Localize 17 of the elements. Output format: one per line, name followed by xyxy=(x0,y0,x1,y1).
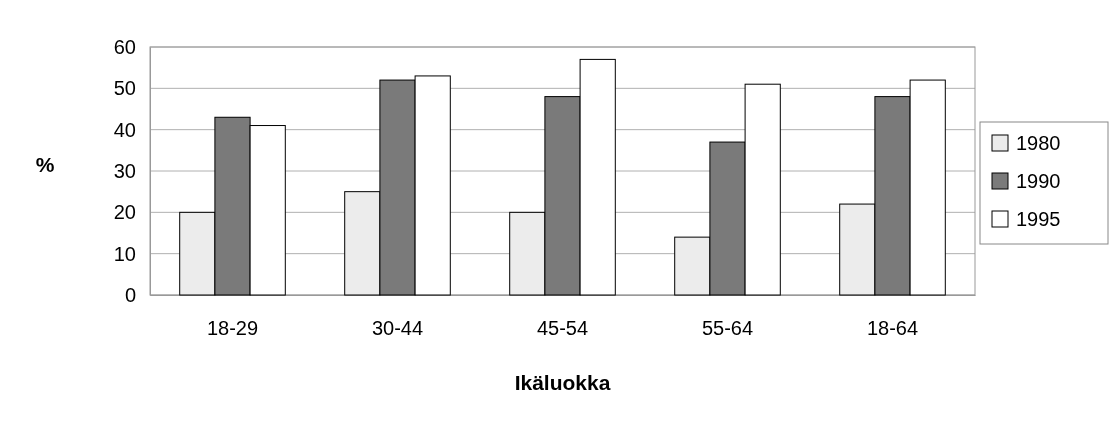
x-tick-label: 30-44 xyxy=(371,317,424,340)
x-tick-label: 45-54 xyxy=(536,317,589,340)
y-tick-label: 50 xyxy=(113,77,136,100)
y-tick-label: 20 xyxy=(113,201,136,224)
y-tick-label: 0 xyxy=(124,283,136,306)
x-axis-title: Ikäluokka xyxy=(514,371,611,394)
y-axis-title: % xyxy=(35,153,55,176)
x-tick-label: 18-64 xyxy=(866,317,919,340)
legend-label: 1990 xyxy=(1016,170,1061,192)
y-tick-label: 10 xyxy=(113,242,136,265)
y-tick-label: 30 xyxy=(113,159,136,182)
x-tick-label: 18-29 xyxy=(206,317,259,340)
legend-label: 1980 xyxy=(1016,132,1061,154)
legend-label: 1995 xyxy=(1016,208,1061,230)
y-tick-label: 60 xyxy=(113,35,136,58)
y-tick-label: 40 xyxy=(113,118,136,141)
x-tick-label: 55-64 xyxy=(701,317,754,340)
